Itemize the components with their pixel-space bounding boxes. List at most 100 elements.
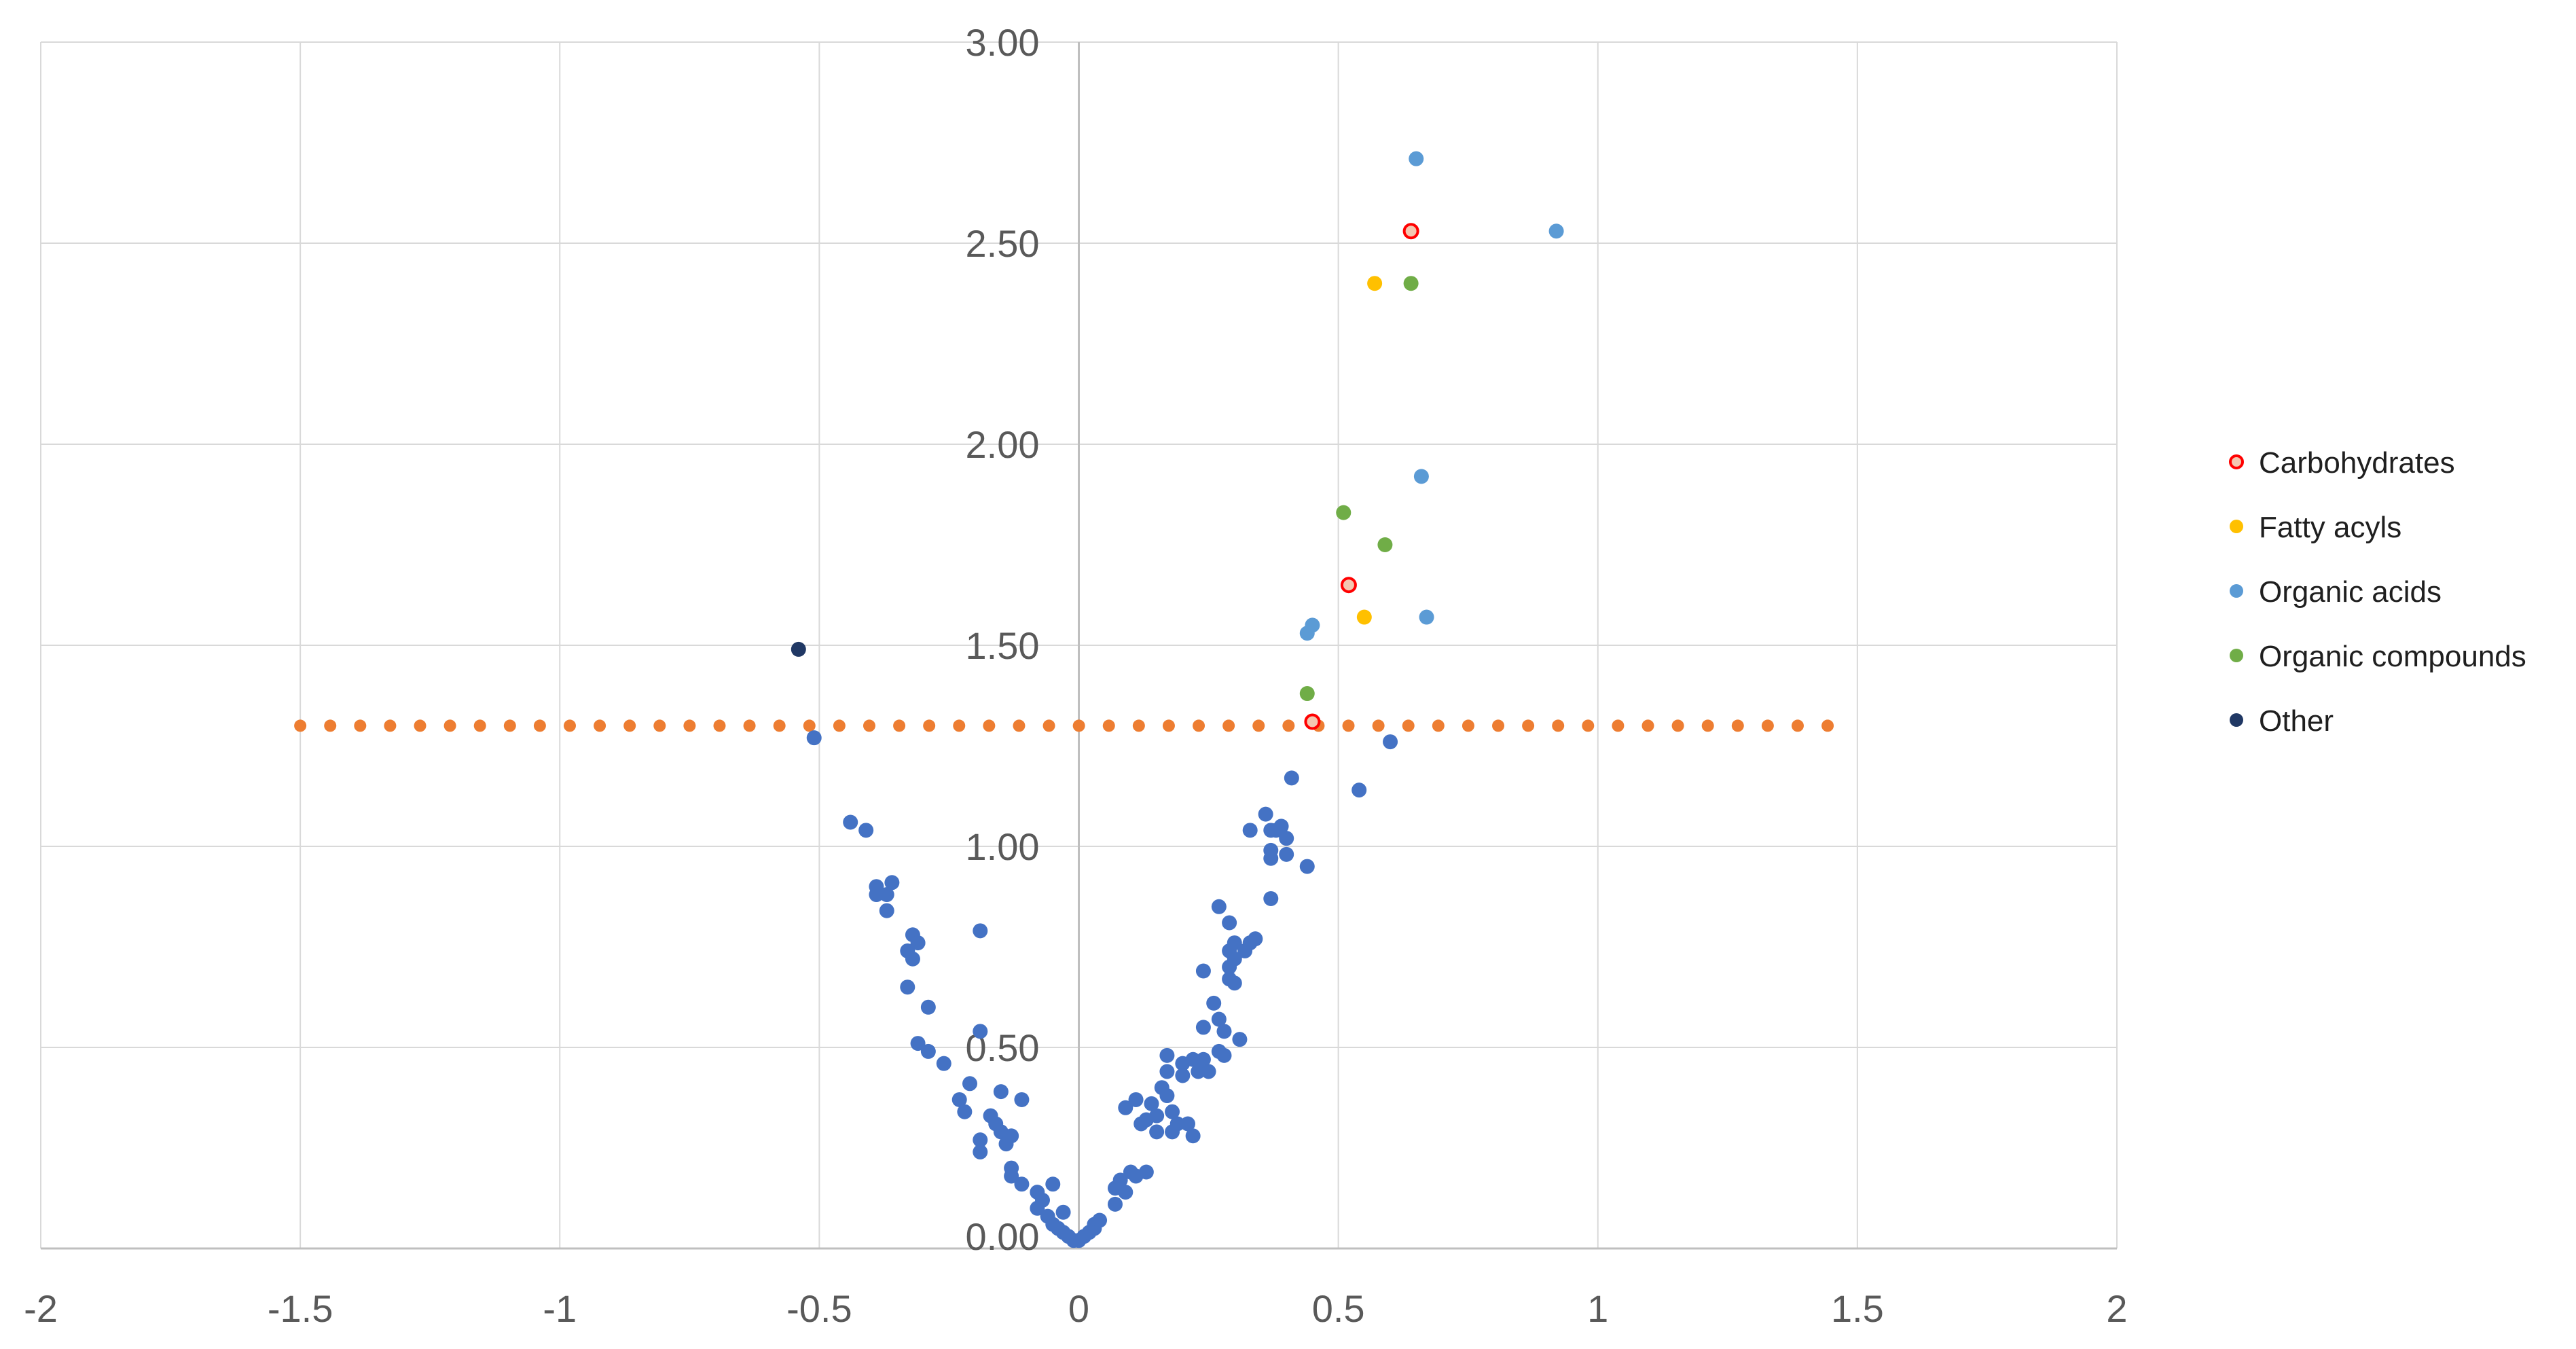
data-point — [962, 1076, 978, 1092]
data-point — [1263, 850, 1279, 866]
data-point — [1159, 1047, 1175, 1063]
y-tick-label: 2.00 — [966, 423, 1040, 466]
axes — [41, 42, 2117, 1250]
data-point — [900, 979, 915, 995]
y-tick-label: 1.00 — [966, 825, 1040, 868]
data-point — [910, 1036, 926, 1051]
data-point — [1004, 1168, 1019, 1184]
data-point — [1227, 951, 1242, 967]
data-point — [1195, 1020, 1211, 1035]
threshold-dot — [683, 719, 696, 732]
threshold-dot — [1252, 719, 1265, 732]
data-point — [1180, 1116, 1195, 1132]
data-point — [1409, 151, 1424, 166]
y-tick-label: 1.50 — [966, 624, 1040, 667]
threshold-dot — [1701, 719, 1714, 732]
legend-marker — [2230, 649, 2243, 662]
data-point — [1216, 1047, 1232, 1063]
data-point — [1216, 1024, 1232, 1039]
data-point — [993, 1084, 1009, 1100]
data-point — [1128, 1092, 1144, 1107]
threshold-dot — [1162, 719, 1175, 732]
threshold-dot — [1492, 719, 1505, 732]
data-point — [1159, 1088, 1175, 1104]
data-point — [1045, 1176, 1061, 1192]
data-point — [1195, 1051, 1211, 1067]
legend-label: Carbohydrates — [2259, 446, 2455, 480]
threshold-dot — [533, 719, 546, 732]
data-point — [1014, 1176, 1030, 1192]
data-point — [1279, 846, 1294, 862]
legend-marker — [2229, 454, 2244, 469]
data-point — [973, 923, 988, 939]
threshold-line — [294, 719, 1834, 732]
legend-label: Organic compounds — [2259, 640, 2526, 673]
legend-label: Organic acids — [2259, 575, 2442, 609]
y-tick-label: 2.50 — [966, 222, 1040, 265]
x-tick-labels: -2 -1.5 -1 -0.5 0 0.5 1 1.5 2 — [24, 1287, 2127, 1330]
data-point — [1159, 1064, 1175, 1079]
data-point — [1273, 819, 1289, 834]
data-point — [1201, 1064, 1216, 1079]
data-point — [1055, 1204, 1071, 1220]
data-point — [1284, 770, 1299, 786]
data-point — [1248, 931, 1263, 947]
data-point — [1299, 859, 1315, 874]
threshold-dot — [803, 719, 816, 732]
threshold-dot — [503, 719, 516, 732]
data-point — [973, 1132, 988, 1148]
data-point — [920, 1043, 936, 1059]
data-point — [1149, 1108, 1165, 1123]
data-point — [973, 1024, 988, 1039]
data-point — [1377, 537, 1393, 552]
data-point — [1149, 1124, 1165, 1140]
data-point — [1014, 1092, 1030, 1107]
data-point — [936, 1056, 951, 1071]
legend-marker — [2230, 584, 2243, 598]
threshold-dot — [414, 719, 427, 732]
data-point — [1004, 1128, 1019, 1144]
threshold-dot — [324, 719, 337, 732]
data-point — [791, 641, 806, 657]
data-point — [1195, 963, 1211, 979]
threshold-dot — [1042, 719, 1055, 732]
data-point — [1340, 577, 1357, 594]
data-point — [1185, 1128, 1201, 1144]
data-point — [1118, 1185, 1133, 1200]
threshold-dot — [1132, 719, 1145, 732]
data-point — [1107, 1196, 1123, 1212]
threshold-dot — [1072, 719, 1085, 732]
x-tick-label: 0 — [1068, 1287, 1089, 1330]
threshold-dot — [623, 719, 636, 732]
data-point — [1211, 1011, 1227, 1027]
data-point — [1222, 915, 1237, 931]
threshold-dot — [1102, 719, 1115, 732]
threshold-dot — [1791, 719, 1804, 732]
data-point — [957, 1104, 973, 1119]
data-point — [973, 1144, 988, 1159]
threshold-dot — [713, 719, 726, 732]
data-point — [1548, 223, 1564, 239]
threshold-dot — [893, 719, 906, 732]
data-point — [1299, 686, 1315, 702]
threshold-dot — [1761, 719, 1774, 732]
x-tick-label: -2 — [24, 1287, 58, 1330]
threshold-dot — [564, 719, 576, 732]
x-tick-label: -0.5 — [786, 1287, 852, 1330]
data-point — [1227, 975, 1242, 991]
data-point — [1242, 823, 1258, 838]
data-point — [1419, 609, 1434, 625]
data-point — [843, 814, 858, 830]
data-point — [1211, 899, 1227, 914]
data-point — [1165, 1104, 1180, 1119]
threshold-dot — [1342, 719, 1355, 732]
threshold-dot — [653, 719, 666, 732]
data-point — [1206, 995, 1222, 1011]
data-point — [1403, 276, 1419, 291]
data-points — [791, 151, 1564, 1248]
y-tick-label: 0.00 — [966, 1215, 1040, 1258]
threshold-dot — [1731, 719, 1744, 732]
threshold-dot — [863, 719, 875, 732]
data-point — [1035, 1192, 1051, 1208]
